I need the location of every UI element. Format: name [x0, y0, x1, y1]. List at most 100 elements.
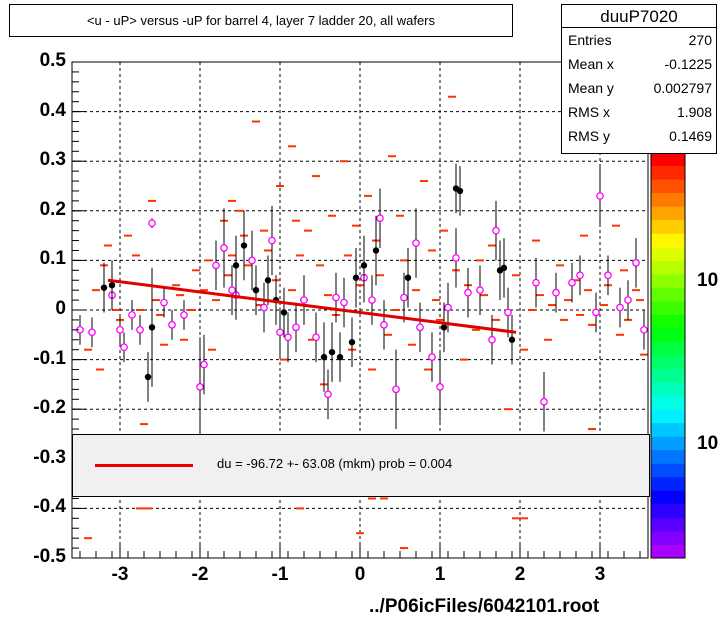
- profile-point: [332, 293, 340, 302]
- legend-box: du = -96.72 +- 63.08 (mkm) prob = 0.004: [72, 434, 650, 497]
- colorbar-segment: [651, 395, 685, 410]
- stats-box: duuP7020 Entries 270 Mean x -0.1225 Mean y…: [561, 4, 717, 154]
- black-point: [144, 373, 152, 381]
- profile-point: [220, 244, 228, 252]
- black-point: [372, 247, 380, 254]
- colorbar-segment: [651, 409, 685, 424]
- profile-point: [400, 293, 408, 302]
- y-tick-label: 0.3: [39, 149, 66, 171]
- stats-value: -0.1225: [664, 56, 712, 72]
- profile-point: [148, 219, 156, 228]
- stats-value: 0.002797: [653, 80, 712, 96]
- profile-point: [248, 256, 256, 265]
- colorbar-segment: [651, 327, 685, 342]
- profile-point: [552, 288, 560, 297]
- stats-row-mean-x: Mean x -0.1225: [562, 52, 716, 76]
- colorbar-segment: [651, 179, 685, 194]
- profile-point: [640, 325, 648, 334]
- colorbar-segment: [651, 503, 685, 518]
- colorbar-segment: [651, 273, 685, 288]
- colorbar-segment: [651, 463, 685, 478]
- y-tick-label: -0.5: [33, 546, 66, 567]
- profile-point: [292, 323, 300, 332]
- profile-point: [276, 328, 284, 337]
- stats-label: RMS x: [568, 104, 610, 120]
- black-point: [352, 274, 360, 281]
- profile-point: [444, 303, 452, 312]
- black-point: [328, 348, 336, 356]
- profile-point: [504, 308, 512, 317]
- colorbar-segment: [651, 476, 685, 491]
- black-point: [264, 277, 272, 284]
- profile-point: [592, 308, 600, 317]
- stats-value: 270: [688, 32, 712, 48]
- profile-point: [604, 271, 612, 280]
- profile-point: [568, 278, 576, 287]
- profile-point: [492, 226, 500, 235]
- colorbar-segment: [651, 490, 685, 505]
- x-tick-label: 2: [514, 564, 526, 585]
- stats-label: Entries: [568, 32, 612, 48]
- profile-point: [624, 296, 632, 304]
- profile-point: [532, 278, 540, 287]
- colorbar-segment: [651, 341, 685, 356]
- colorbar-segment: [651, 422, 685, 437]
- profile-point: [180, 311, 188, 319]
- profile-point: [576, 271, 584, 280]
- y-tick-label: 0.2: [39, 198, 66, 220]
- profile-point: [540, 397, 548, 406]
- black-point: [360, 262, 368, 269]
- axis-ticks: [72, 61, 641, 559]
- black-point: [320, 353, 328, 361]
- profile-point: [632, 259, 640, 267]
- black-point: [348, 339, 356, 346]
- profile-point: [284, 333, 292, 342]
- colorbar-segment: [651, 314, 685, 329]
- black-point: [240, 242, 248, 249]
- stats-row-mean-y: Mean y 0.002797: [562, 76, 716, 100]
- colorbar-segment: [651, 368, 685, 383]
- colorbar-segment: [651, 449, 685, 464]
- y-tick-label: 0: [55, 298, 66, 319]
- black-points: [100, 163, 516, 402]
- profile-point: [200, 360, 208, 369]
- black-point: [280, 309, 288, 316]
- x-tick-label: -3: [111, 564, 129, 585]
- profile-point: [120, 343, 128, 352]
- profile-point: [464, 288, 472, 297]
- black-point: [500, 264, 508, 272]
- profile-point: [428, 353, 436, 361]
- colorbar-segment: [651, 206, 685, 221]
- profile-point: [476, 286, 484, 295]
- legend-text: du = -96.72 +- 63.08 (mkm) prob = 0.004: [217, 456, 453, 471]
- y-tick-label: 0.4: [39, 99, 66, 121]
- y-tick-label: -0.2: [33, 397, 66, 419]
- profile-point: [268, 236, 276, 245]
- profile-point: [228, 286, 236, 295]
- colorbar-segment: [651, 192, 685, 207]
- profile-point: [88, 328, 96, 337]
- black-point: [440, 324, 448, 331]
- profile-point: [340, 298, 348, 307]
- profile-point: [212, 261, 220, 270]
- black-point: [336, 353, 344, 361]
- fit-line: [107, 278, 517, 334]
- black-point: [108, 282, 116, 289]
- colorbar-segment: [651, 300, 685, 315]
- profile-point: [452, 254, 460, 262]
- y-tick-label: -0.4: [33, 496, 66, 518]
- colorbar-segment: [651, 219, 685, 234]
- stats-row-rms-x: RMS x 1.908: [562, 100, 716, 124]
- profile-point: [412, 239, 420, 247]
- black-point: [456, 187, 464, 195]
- legend-fit-line: [95, 464, 193, 467]
- profile-point: [596, 192, 604, 200]
- profile-point: [116, 325, 124, 334]
- profile-point: [324, 390, 332, 399]
- x-tick-label: 0: [354, 564, 366, 585]
- y-tick-label: -0.1: [33, 347, 66, 369]
- colorbar-segment: [651, 260, 685, 275]
- colorbar-segment: [651, 246, 685, 261]
- fit-line-segment: [107, 278, 517, 334]
